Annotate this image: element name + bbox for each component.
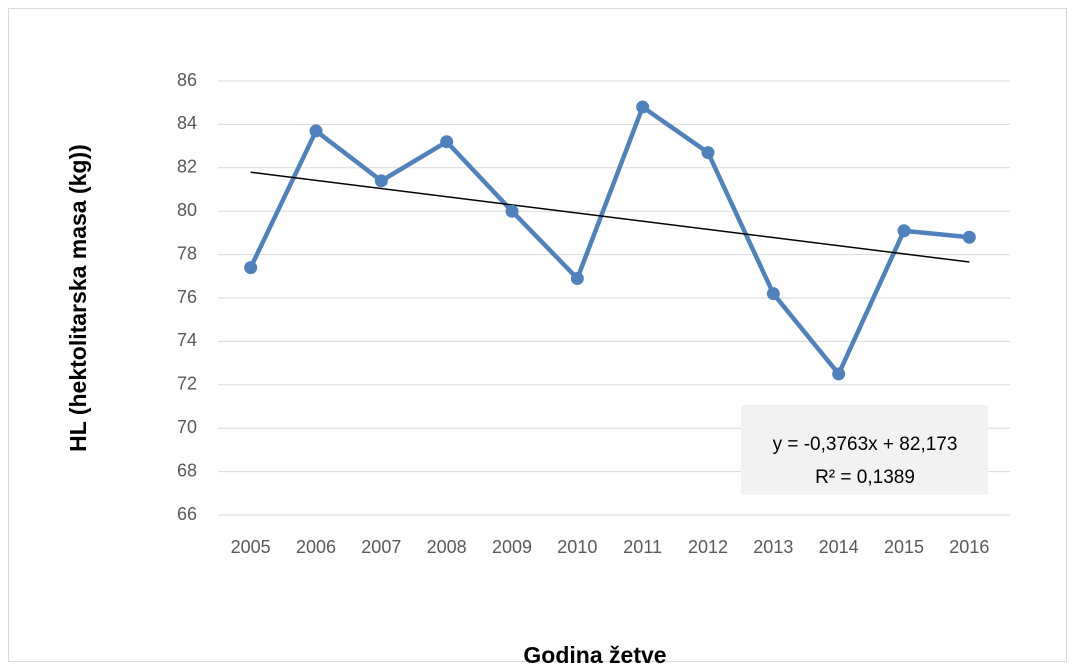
- data-point: [701, 146, 715, 160]
- x-tick-label: 2012: [688, 537, 728, 557]
- equation-box: [741, 405, 988, 495]
- x-tick-label: 2013: [753, 537, 793, 557]
- x-tick-label: 2011: [623, 537, 662, 557]
- y-tick-label: 70: [177, 417, 197, 437]
- x-tick-label: 2006: [296, 537, 336, 557]
- x-tick-label: 2016: [949, 537, 989, 557]
- data-point: [244, 261, 258, 275]
- x-tick-label: 2009: [492, 537, 532, 557]
- data-point: [440, 135, 454, 149]
- data-point: [505, 204, 519, 218]
- x-tick-label: 2014: [819, 537, 859, 557]
- x-axis-title: Godina žetve: [523, 642, 666, 668]
- y-tick-label: 72: [177, 374, 197, 394]
- y-tick-label: 74: [177, 330, 197, 350]
- x-tick-label: 2010: [557, 537, 597, 557]
- x-tick-label: 2015: [884, 537, 924, 557]
- x-tick-label: 2008: [427, 537, 467, 557]
- data-point: [309, 124, 323, 138]
- trend-equation: y = -0,3763x + 82,173: [773, 434, 958, 455]
- x-tick-label: 2005: [231, 537, 271, 557]
- data-point: [570, 271, 584, 285]
- y-tick-label: 68: [177, 460, 197, 480]
- data-point: [374, 174, 388, 188]
- y-tick-label: 82: [177, 157, 197, 177]
- trend-r2: R² = 0,1389: [815, 467, 915, 488]
- data-line: [248, 104, 970, 377]
- data-point: [897, 224, 911, 238]
- y-tick-label: 66: [177, 504, 197, 524]
- y-tick-label: 78: [177, 243, 197, 263]
- y-tick-label: 76: [177, 287, 197, 307]
- y-tick-label: 80: [177, 200, 197, 220]
- y-tick-label: 84: [177, 113, 197, 133]
- y-tick-label: 86: [177, 70, 197, 90]
- data-point: [832, 367, 846, 381]
- data-point: [636, 100, 650, 114]
- chart-border: [8, 8, 1067, 662]
- y-axis-title: HL (hektolitarska masa (kg)): [65, 144, 91, 452]
- data-point: [962, 230, 976, 244]
- trend-line: [250, 171, 970, 263]
- x-tick-label: 2007: [361, 537, 401, 557]
- data-point: [766, 287, 780, 301]
